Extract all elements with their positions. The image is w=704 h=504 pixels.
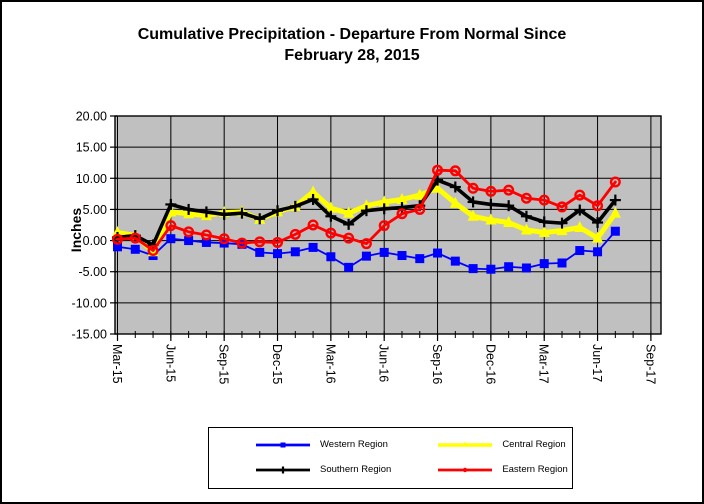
legend-label-western: Western Region (320, 439, 388, 450)
legend-entry-eastern: Eastern Region (391, 464, 572, 476)
eastern-region-line-marker-icon (437, 464, 493, 476)
legend-label-central: Central Region (502, 439, 566, 450)
svg-text:Dec-16: Dec-16 (483, 344, 497, 384)
svg-text:Jun-16: Jun-16 (377, 344, 391, 382)
svg-text:Mar-15: Mar-15 (110, 344, 124, 384)
svg-text:15.00: 15.00 (76, 141, 107, 155)
plot-area: 20.00 15.00 10.00 5.00 0.00 -5.00 -10.00 -15.00… (72, 110, 662, 384)
svg-text:5.00: 5.00 (83, 203, 107, 217)
central-region-line-marker-icon (437, 439, 493, 451)
svg-text:Sep-16: Sep-16 (430, 344, 444, 384)
chart-title-line1: Cumulative Precipitation - Departure Fro… (137, 26, 567, 43)
svg-text:Jun-17: Jun-17 (590, 344, 604, 382)
legend-label-southern: Southern Region (320, 464, 392, 475)
chart-title: Cumulative Precipitation - Departure Fro… (0, 24, 704, 66)
svg-text:Mar-16: Mar-16 (323, 344, 337, 384)
legend-entry-central: Central Region (391, 439, 572, 451)
svg-text:Sep-17: Sep-17 (643, 344, 657, 384)
western-region-line-marker-icon (255, 439, 311, 451)
southern-region-line-marker-icon (255, 464, 311, 476)
svg-text:Dec-15: Dec-15 (270, 344, 284, 384)
legend-entry-southern: Southern Region (209, 464, 391, 476)
legend-entry-western: Western Region (209, 439, 391, 451)
svg-text:20.00: 20.00 (76, 110, 107, 124)
svg-text:0.00: 0.00 (83, 234, 107, 248)
svg-text:Mar-17: Mar-17 (537, 344, 551, 384)
svg-text:-10.00: -10.00 (72, 296, 107, 310)
svg-text:-5.00: -5.00 (79, 265, 108, 279)
svg-text:Sep-15: Sep-15 (217, 344, 231, 384)
svg-text:10.00: 10.00 (76, 172, 107, 186)
legend-box: Western Region Central Region Southern R… (208, 427, 573, 489)
svg-text:-15.00: -15.00 (72, 328, 107, 342)
legend-label-eastern: Eastern Region (502, 464, 568, 475)
svg-text:Jun-15: Jun-15 (163, 344, 177, 382)
chart-title-line2: February 28, 2015 (284, 47, 420, 64)
